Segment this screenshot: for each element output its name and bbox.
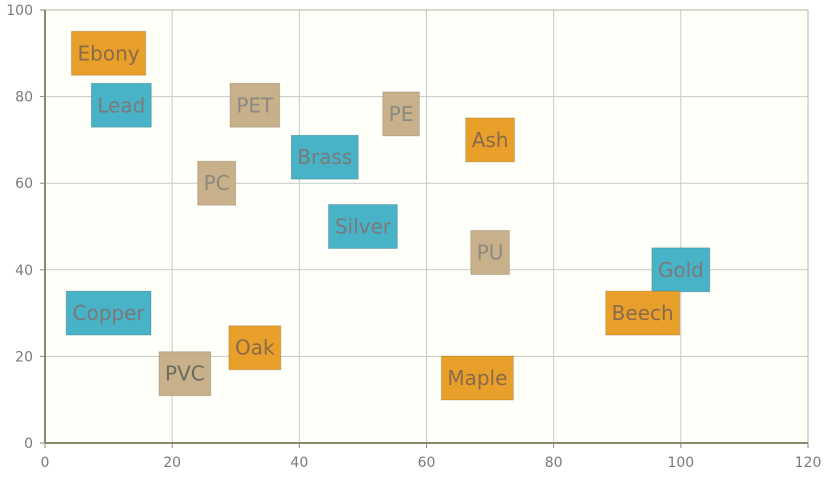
x-tick-label: 40	[290, 455, 308, 471]
y-axis-ticks: 0 20 40 60 80 100	[6, 3, 45, 452]
data-point-pe: PE	[382, 91, 420, 137]
data-point-ebony: Ebony	[70, 30, 147, 76]
data-point-box	[197, 160, 237, 206]
data-point-pu: PU	[470, 229, 510, 275]
data-point-pc: PC	[197, 160, 237, 206]
data-point-pvc: PVC	[158, 351, 212, 397]
x-tick-label: 60	[418, 455, 436, 471]
x-axis-ticks: 0 20 40 60 80 100 120	[41, 443, 822, 471]
data-point-box	[158, 351, 212, 397]
data-point-box	[382, 91, 420, 137]
data-point-box	[229, 82, 281, 128]
y-tick-label: 80	[15, 90, 33, 106]
data-point-box	[327, 204, 398, 249]
data-point-pet: PET	[229, 82, 281, 128]
data-point-maple: Maple	[440, 355, 514, 401]
data-point-label: Beech	[612, 301, 674, 325]
x-tick-label: 120	[795, 455, 822, 471]
data-point-box	[290, 134, 359, 180]
data-point-label: Brass	[297, 145, 352, 169]
x-tick-label: 80	[545, 455, 563, 471]
data-point-label: Copper	[73, 301, 146, 325]
data-point-label: Ebony	[78, 41, 140, 65]
data-point-box	[605, 290, 681, 336]
data-point-label: Oak	[235, 336, 275, 360]
x-tick-label: 0	[41, 455, 50, 471]
data-point-box	[228, 325, 282, 371]
data-point-ash: Ash	[465, 117, 515, 163]
data-point-box	[470, 229, 510, 275]
data-point-label: Maple	[447, 366, 507, 390]
data-point-label: PC	[204, 171, 230, 195]
data-point-silver: Silver	[327, 204, 398, 249]
data-point-box	[65, 290, 152, 336]
x-tick-label: 100	[667, 455, 694, 471]
data-point-label: Lead	[97, 93, 145, 117]
y-tick-label: 0	[24, 436, 33, 452]
data-point-label: PU	[477, 240, 504, 264]
data-point-oak: Oak	[228, 325, 282, 371]
data-point-box	[90, 82, 152, 128]
data-point-box	[440, 355, 514, 401]
y-tick-label: 20	[15, 349, 33, 365]
y-tick-label: 40	[15, 263, 33, 279]
data-point-lead: Lead	[90, 82, 152, 128]
x-tick-label: 20	[163, 455, 181, 471]
data-point-label: PVC	[165, 362, 205, 386]
data-point-gold: Gold	[651, 247, 711, 293]
data-point-label: Gold	[658, 258, 704, 282]
data-point-label: PE	[389, 102, 414, 126]
data-point-box	[465, 117, 515, 163]
y-tick-label: 100	[6, 3, 33, 19]
data-point-copper: Copper	[65, 290, 152, 336]
data-point-label: Silver	[335, 215, 392, 239]
data-point-beech: Beech	[605, 290, 681, 336]
data-point-box	[70, 30, 147, 76]
data-point-brass: Brass	[290, 134, 359, 180]
data-points: Ebony Lead PET PE Ash Brass PC Silver PU Gold Copp…	[65, 30, 711, 401]
y-tick-label: 60	[15, 176, 33, 192]
data-point-box	[651, 247, 711, 293]
data-point-label: PET	[236, 93, 274, 117]
data-point-label: Ash	[472, 128, 509, 152]
